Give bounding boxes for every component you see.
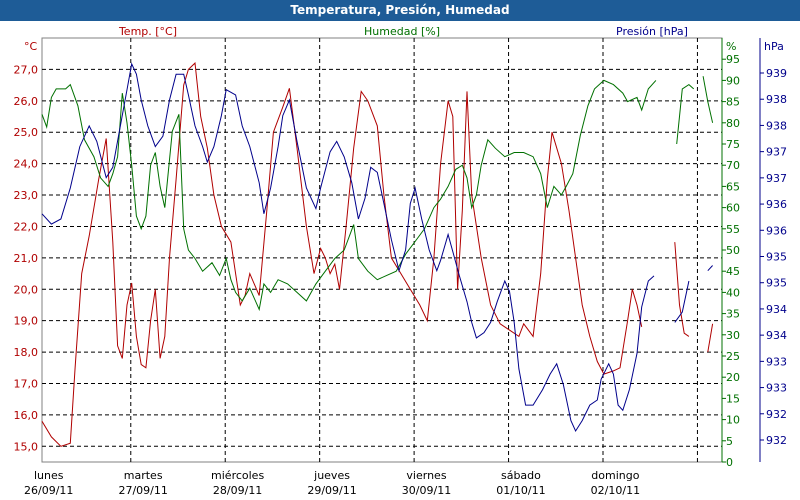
hum-tick-label: 75 xyxy=(726,138,740,151)
pres-tick-label: 935 xyxy=(766,251,787,264)
pres-tick-label: 935 xyxy=(766,277,787,290)
x-tick-date: 29/09/11 xyxy=(307,484,356,497)
hum-tick-label: 5 xyxy=(726,435,733,448)
chart-title: Temperatura, Presión, Humedad xyxy=(290,3,510,17)
pres-series-line xyxy=(41,62,713,433)
temp-tick-label: 19,0 xyxy=(14,315,39,328)
hum-tick-label: 50 xyxy=(726,244,740,257)
hum-tick-label: 10 xyxy=(726,414,740,427)
x-tick-date: 30/09/11 xyxy=(402,484,451,497)
temp-tick-label: 21,0 xyxy=(14,252,39,265)
hum-tick-label: 80 xyxy=(726,117,740,130)
x-tick-date: 02/10/11 xyxy=(591,484,640,497)
hum-tick-label: 0 xyxy=(726,456,733,469)
temp-unit-label: °C xyxy=(24,40,38,53)
x-tick-date: 26/09/11 xyxy=(24,484,73,497)
hum-tick-label: 85 xyxy=(726,96,740,109)
hum-tick-label: 70 xyxy=(726,159,740,172)
x-tick-day: domingo xyxy=(591,469,639,482)
pres-tick-label: 936 xyxy=(766,224,787,237)
temp-tick-label: 26,0 xyxy=(14,95,39,108)
pres-axis-title: Presión [hPa] xyxy=(616,25,688,38)
x-tick-day: sábado xyxy=(501,469,541,482)
hum-tick-label: 65 xyxy=(726,180,740,193)
pres-tick-label: 933 xyxy=(766,382,787,395)
pres-tick-label: 937 xyxy=(766,172,787,185)
hum-tick-label: 55 xyxy=(726,223,740,236)
pres-tick-label: 936 xyxy=(766,198,787,211)
hum-series-line xyxy=(41,76,714,312)
pres-tick-label: 937 xyxy=(766,146,787,159)
x-tick-day: jueves xyxy=(313,469,350,482)
x-tick-day: miércoles xyxy=(211,469,264,482)
pres-tick-label: 932 xyxy=(766,434,787,447)
temp-tick-label: 15,0 xyxy=(14,440,39,453)
pres-tick-label: 933 xyxy=(766,355,787,368)
temp-tick-label: 24,0 xyxy=(14,158,39,171)
x-tick-date: 01/10/11 xyxy=(496,484,545,497)
hum-tick-label: 25 xyxy=(726,350,740,363)
pres-tick-label: 938 xyxy=(766,93,787,106)
hum-tick-label: 15 xyxy=(726,392,740,405)
plot-frame xyxy=(41,37,723,463)
hum-tick-label: 35 xyxy=(726,308,740,321)
pres-tick-label: 934 xyxy=(766,303,787,316)
chart-title-bar: Temperatura, Presión, Humedad xyxy=(0,0,800,21)
hum-tick-label: 45 xyxy=(726,265,740,278)
temp-tick-label: 27,0 xyxy=(14,63,39,76)
temp-tick-label: 22,0 xyxy=(14,220,39,233)
pres-tick-label: 934 xyxy=(766,329,787,342)
temp-tick-label: 17,0 xyxy=(14,377,39,390)
hum-tick-label: 30 xyxy=(726,329,740,342)
x-tick-date: 28/09/11 xyxy=(213,484,262,497)
temp-series-line xyxy=(41,62,714,447)
pres-tick-label: 932 xyxy=(766,408,787,421)
temp-tick-label: 23,0 xyxy=(14,189,39,202)
hum-tick-label: 90 xyxy=(726,74,740,87)
hum-axis-title: Humedad [%] xyxy=(364,25,440,38)
temp-tick-label: 16,0 xyxy=(14,409,39,422)
hum-unit-label: % xyxy=(726,40,736,53)
hum-tick-label: 20 xyxy=(726,371,740,384)
pres-unit-label: hPa xyxy=(764,40,784,53)
x-tick-day: viernes xyxy=(406,469,446,482)
temp-tick-label: 20,0 xyxy=(14,283,39,296)
x-tick-day: martes xyxy=(124,469,163,482)
temp-tick-label: 25,0 xyxy=(14,126,39,139)
hum-tick-label: 60 xyxy=(726,202,740,215)
hum-tick-label: 40 xyxy=(726,286,740,299)
pres-tick-label: 938 xyxy=(766,119,787,132)
x-tick-day: lunes xyxy=(34,469,64,482)
x-tick-date: 27/09/11 xyxy=(118,484,167,497)
hum-tick-label: 95 xyxy=(726,53,740,66)
pres-tick-label: 939 xyxy=(766,67,787,80)
temp-tick-label: 18,0 xyxy=(14,346,39,359)
temp-axis-title: Temp. [°C] xyxy=(118,25,177,38)
